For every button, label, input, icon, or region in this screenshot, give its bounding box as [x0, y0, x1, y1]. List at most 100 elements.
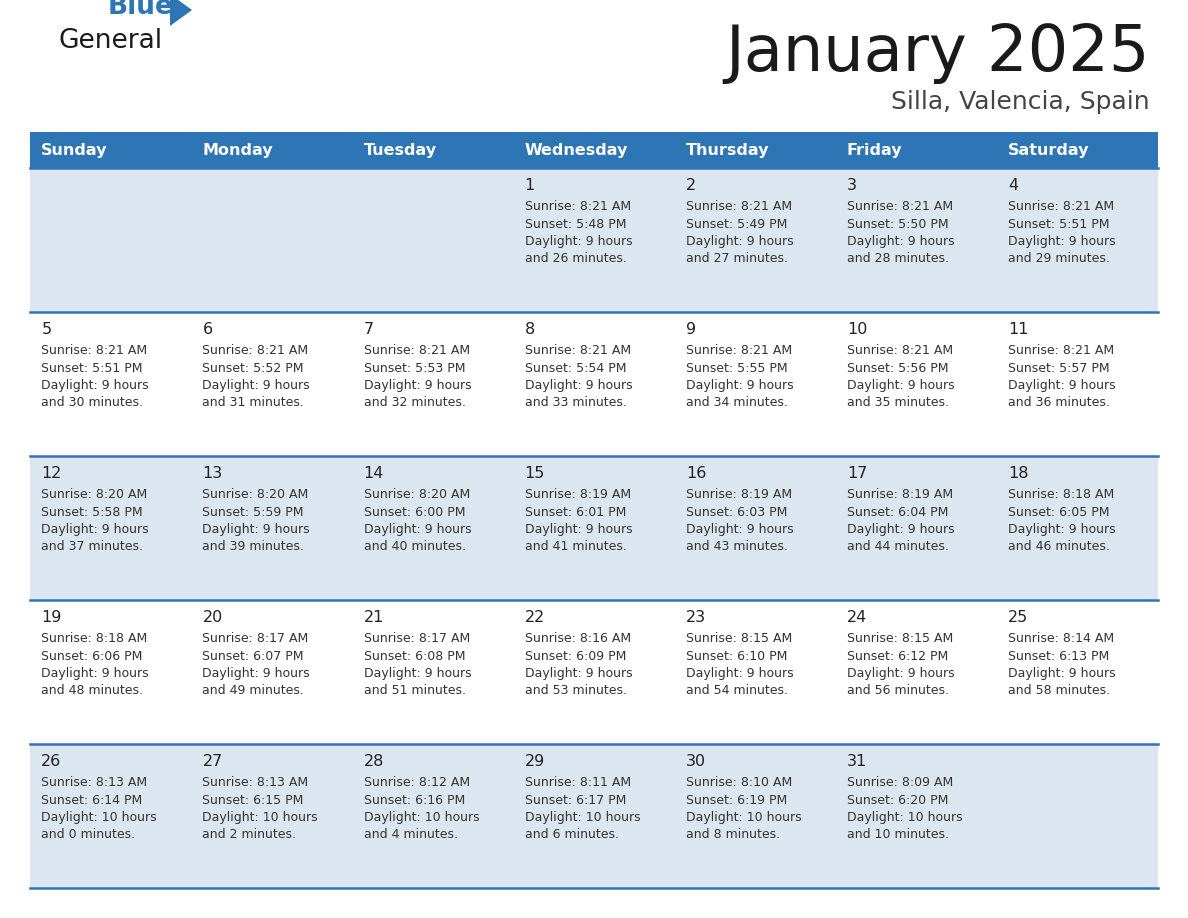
Text: and 27 minutes.: and 27 minutes.: [685, 252, 788, 265]
Text: Sunset: 6:09 PM: Sunset: 6:09 PM: [525, 650, 626, 663]
Text: 8: 8: [525, 322, 535, 337]
Text: Daylight: 9 hours: Daylight: 9 hours: [847, 235, 955, 248]
Text: Sunrise: 8:11 AM: Sunrise: 8:11 AM: [525, 776, 631, 789]
Text: Sunrise: 8:21 AM: Sunrise: 8:21 AM: [1009, 344, 1114, 357]
Text: Sunrise: 8:15 AM: Sunrise: 8:15 AM: [847, 632, 953, 645]
Text: Daylight: 10 hours: Daylight: 10 hours: [847, 811, 962, 824]
Text: Sunrise: 8:12 AM: Sunrise: 8:12 AM: [364, 776, 469, 789]
Text: Sunrise: 8:18 AM: Sunrise: 8:18 AM: [1009, 488, 1114, 501]
Text: Sunset: 6:12 PM: Sunset: 6:12 PM: [847, 650, 948, 663]
Text: 18: 18: [1009, 466, 1029, 481]
Text: Sunset: 6:03 PM: Sunset: 6:03 PM: [685, 506, 788, 519]
Text: 4: 4: [1009, 178, 1018, 193]
Text: and 37 minutes.: and 37 minutes.: [42, 541, 144, 554]
Text: and 49 minutes.: and 49 minutes.: [202, 685, 304, 698]
Bar: [30, 312, 1158, 456]
Text: 28: 28: [364, 754, 384, 769]
Text: 3: 3: [847, 178, 857, 193]
Text: 16: 16: [685, 466, 706, 481]
Text: Sunset: 5:56 PM: Sunset: 5:56 PM: [847, 362, 948, 375]
Text: Sunset: 6:15 PM: Sunset: 6:15 PM: [202, 793, 304, 807]
Text: Sunrise: 8:20 AM: Sunrise: 8:20 AM: [364, 488, 469, 501]
Text: Sunrise: 8:21 AM: Sunrise: 8:21 AM: [525, 200, 631, 213]
Bar: [30, 600, 1158, 744]
Bar: [675, 132, 835, 168]
Text: Sunrise: 8:20 AM: Sunrise: 8:20 AM: [202, 488, 309, 501]
Text: Sunset: 6:08 PM: Sunset: 6:08 PM: [364, 650, 465, 663]
Text: Sunrise: 8:19 AM: Sunrise: 8:19 AM: [525, 488, 631, 501]
Text: 17: 17: [847, 466, 867, 481]
Text: Daylight: 9 hours: Daylight: 9 hours: [685, 523, 794, 536]
Text: 7: 7: [364, 322, 374, 337]
Text: and 48 minutes.: and 48 minutes.: [42, 685, 144, 698]
Text: 2: 2: [685, 178, 696, 193]
Text: Sunset: 5:59 PM: Sunset: 5:59 PM: [202, 506, 304, 519]
Text: 29: 29: [525, 754, 545, 769]
Text: Sunset: 5:53 PM: Sunset: 5:53 PM: [364, 362, 465, 375]
Text: 14: 14: [364, 466, 384, 481]
Text: Sunrise: 8:21 AM: Sunrise: 8:21 AM: [202, 344, 309, 357]
Text: 10: 10: [847, 322, 867, 337]
Text: Sunrise: 8:14 AM: Sunrise: 8:14 AM: [1009, 632, 1114, 645]
Text: Sunrise: 8:17 AM: Sunrise: 8:17 AM: [202, 632, 309, 645]
Text: Sunrise: 8:10 AM: Sunrise: 8:10 AM: [685, 776, 792, 789]
Text: Sunrise: 8:21 AM: Sunrise: 8:21 AM: [847, 344, 953, 357]
Text: Sunrise: 8:17 AM: Sunrise: 8:17 AM: [364, 632, 469, 645]
Text: and 51 minutes.: and 51 minutes.: [364, 685, 466, 698]
Text: and 31 minutes.: and 31 minutes.: [202, 397, 304, 409]
Bar: [30, 168, 1158, 312]
Bar: [30, 744, 1158, 888]
Text: 11: 11: [1009, 322, 1029, 337]
Text: Sunset: 6:04 PM: Sunset: 6:04 PM: [847, 506, 948, 519]
Bar: [835, 132, 997, 168]
Text: and 6 minutes.: and 6 minutes.: [525, 829, 619, 842]
Text: Sunset: 6:01 PM: Sunset: 6:01 PM: [525, 506, 626, 519]
Text: Sunrise: 8:15 AM: Sunrise: 8:15 AM: [685, 632, 792, 645]
Text: Sunset: 6:16 PM: Sunset: 6:16 PM: [364, 793, 465, 807]
Bar: [30, 456, 1158, 600]
Text: 6: 6: [202, 322, 213, 337]
Text: Tuesday: Tuesday: [364, 142, 437, 158]
Text: Sunrise: 8:19 AM: Sunrise: 8:19 AM: [847, 488, 953, 501]
Text: 31: 31: [847, 754, 867, 769]
Text: and 53 minutes.: and 53 minutes.: [525, 685, 627, 698]
Text: and 41 minutes.: and 41 minutes.: [525, 541, 626, 554]
Text: Daylight: 9 hours: Daylight: 9 hours: [42, 379, 148, 392]
Text: Daylight: 9 hours: Daylight: 9 hours: [42, 523, 148, 536]
Text: 19: 19: [42, 610, 62, 625]
Text: and 33 minutes.: and 33 minutes.: [525, 397, 626, 409]
Text: Sunset: 5:55 PM: Sunset: 5:55 PM: [685, 362, 788, 375]
Bar: [353, 132, 513, 168]
Text: Daylight: 9 hours: Daylight: 9 hours: [525, 523, 632, 536]
Text: Sunrise: 8:13 AM: Sunrise: 8:13 AM: [202, 776, 309, 789]
Text: and 36 minutes.: and 36 minutes.: [1009, 397, 1110, 409]
Text: Daylight: 10 hours: Daylight: 10 hours: [42, 811, 157, 824]
Text: Daylight: 9 hours: Daylight: 9 hours: [847, 379, 955, 392]
Text: and 8 minutes.: and 8 minutes.: [685, 829, 781, 842]
Text: Daylight: 9 hours: Daylight: 9 hours: [1009, 379, 1116, 392]
Text: Sunrise: 8:21 AM: Sunrise: 8:21 AM: [685, 200, 792, 213]
Text: Sunrise: 8:21 AM: Sunrise: 8:21 AM: [42, 344, 147, 357]
Text: Sunset: 6:13 PM: Sunset: 6:13 PM: [1009, 650, 1110, 663]
Text: Saturday: Saturday: [1009, 142, 1089, 158]
Text: 26: 26: [42, 754, 62, 769]
Text: 21: 21: [364, 610, 384, 625]
Text: and 30 minutes.: and 30 minutes.: [42, 397, 144, 409]
Text: Sunset: 5:52 PM: Sunset: 5:52 PM: [202, 362, 304, 375]
Text: Sunset: 5:51 PM: Sunset: 5:51 PM: [1009, 218, 1110, 230]
Text: Daylight: 9 hours: Daylight: 9 hours: [202, 667, 310, 680]
Text: Daylight: 9 hours: Daylight: 9 hours: [847, 667, 955, 680]
Text: Sunset: 6:19 PM: Sunset: 6:19 PM: [685, 793, 788, 807]
Text: Wednesday: Wednesday: [525, 142, 628, 158]
Text: and 34 minutes.: and 34 minutes.: [685, 397, 788, 409]
Text: Daylight: 9 hours: Daylight: 9 hours: [202, 523, 310, 536]
Polygon shape: [170, 0, 192, 26]
Text: 25: 25: [1009, 610, 1029, 625]
Bar: [513, 132, 675, 168]
Text: Sunset: 5:48 PM: Sunset: 5:48 PM: [525, 218, 626, 230]
Text: Daylight: 9 hours: Daylight: 9 hours: [42, 667, 148, 680]
Text: and 35 minutes.: and 35 minutes.: [847, 397, 949, 409]
Text: 9: 9: [685, 322, 696, 337]
Bar: [30, 132, 191, 168]
Text: and 4 minutes.: and 4 minutes.: [364, 829, 457, 842]
